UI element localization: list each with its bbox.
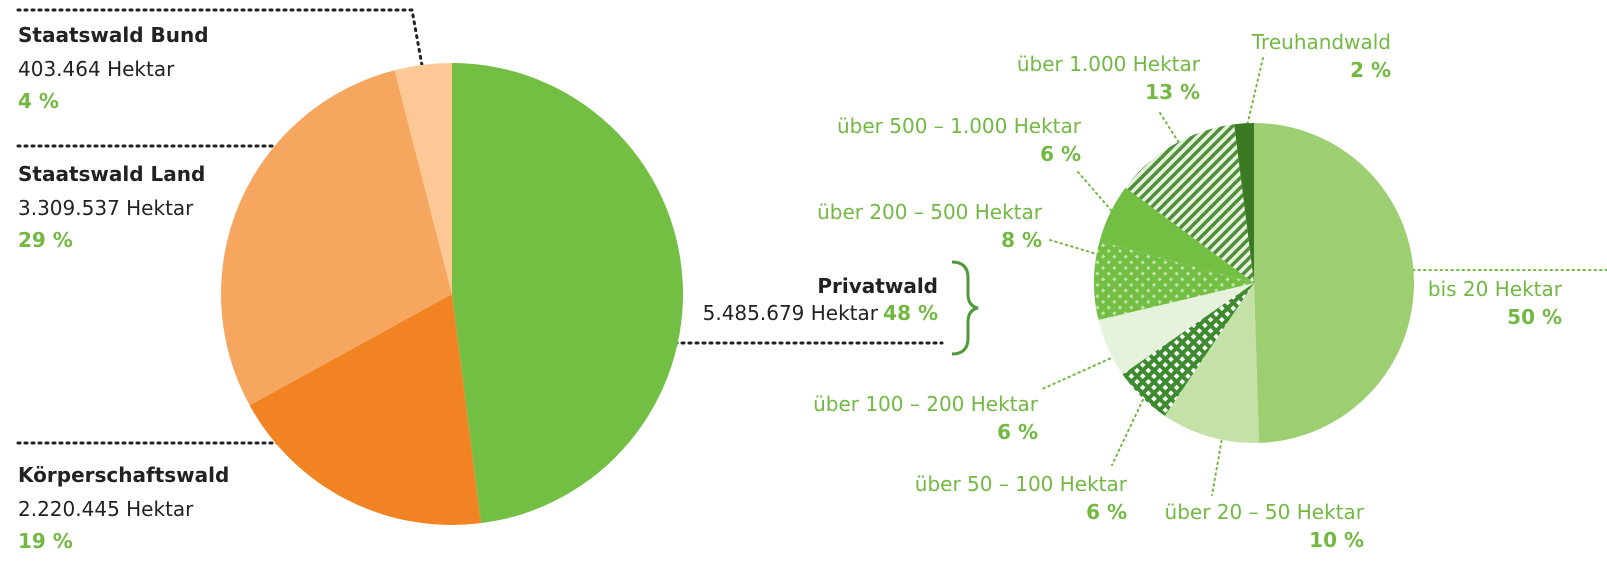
percent-label: 2 % [1350,58,1391,82]
hectare-label: 2.220.445 Hektar [18,497,194,521]
category-label: Staatswald Bund [18,23,209,47]
category-label: Treuhandwald [1251,30,1391,54]
pie-slice [1234,123,1254,283]
pie-slice [394,63,452,294]
percent-label: 6 % [1086,500,1127,524]
pie-slice [249,294,481,525]
category-label: Körperschaftswald [18,463,229,487]
hectare-label: 3.309.537 Hektar [18,196,194,220]
category-label: über 500 – 1.000 Hektar [837,114,1082,138]
category-label: über 100 – 200 Hektar [813,392,1039,416]
pie-slice [1164,283,1259,443]
percent-label: 29 % [18,228,73,252]
category-label: über 200 – 500 Hektar [817,200,1043,224]
category-label: bis 20 Hektar [1428,277,1563,301]
category-label: Privatwald [817,274,938,298]
hectare-label: 5.485.679 Hektar [703,301,879,325]
percent-label: 19 % [18,529,73,553]
pie-slice [1094,241,1254,320]
pie-slice [220,70,452,406]
percent-label: 8 % [1001,228,1042,252]
percent-label: 13 % [1145,80,1200,104]
pie-slice [1122,283,1254,416]
category-label: über 1.000 Hektar [1017,52,1201,76]
percent-label: 6 % [1040,142,1081,166]
category-label: über 20 – 50 Hektar [1165,500,1365,524]
percent-label: 4 % [18,89,59,113]
percent-label: 10 % [1309,528,1364,552]
pie-slice [452,63,683,524]
hectare-label: 403.464 Hektar [18,57,175,81]
percent-label: 6 % [997,420,1038,444]
pie-slice [1254,123,1415,443]
category-label: über 50 – 100 Hektar [915,472,1128,496]
category-label: Staatswald Land [18,162,205,186]
pie-slice [1098,283,1254,375]
pie-slice [1125,124,1254,284]
percent-label: 50 % [1507,305,1562,329]
percent-label: 48 % [883,301,938,325]
pie-slice [1099,187,1254,283]
